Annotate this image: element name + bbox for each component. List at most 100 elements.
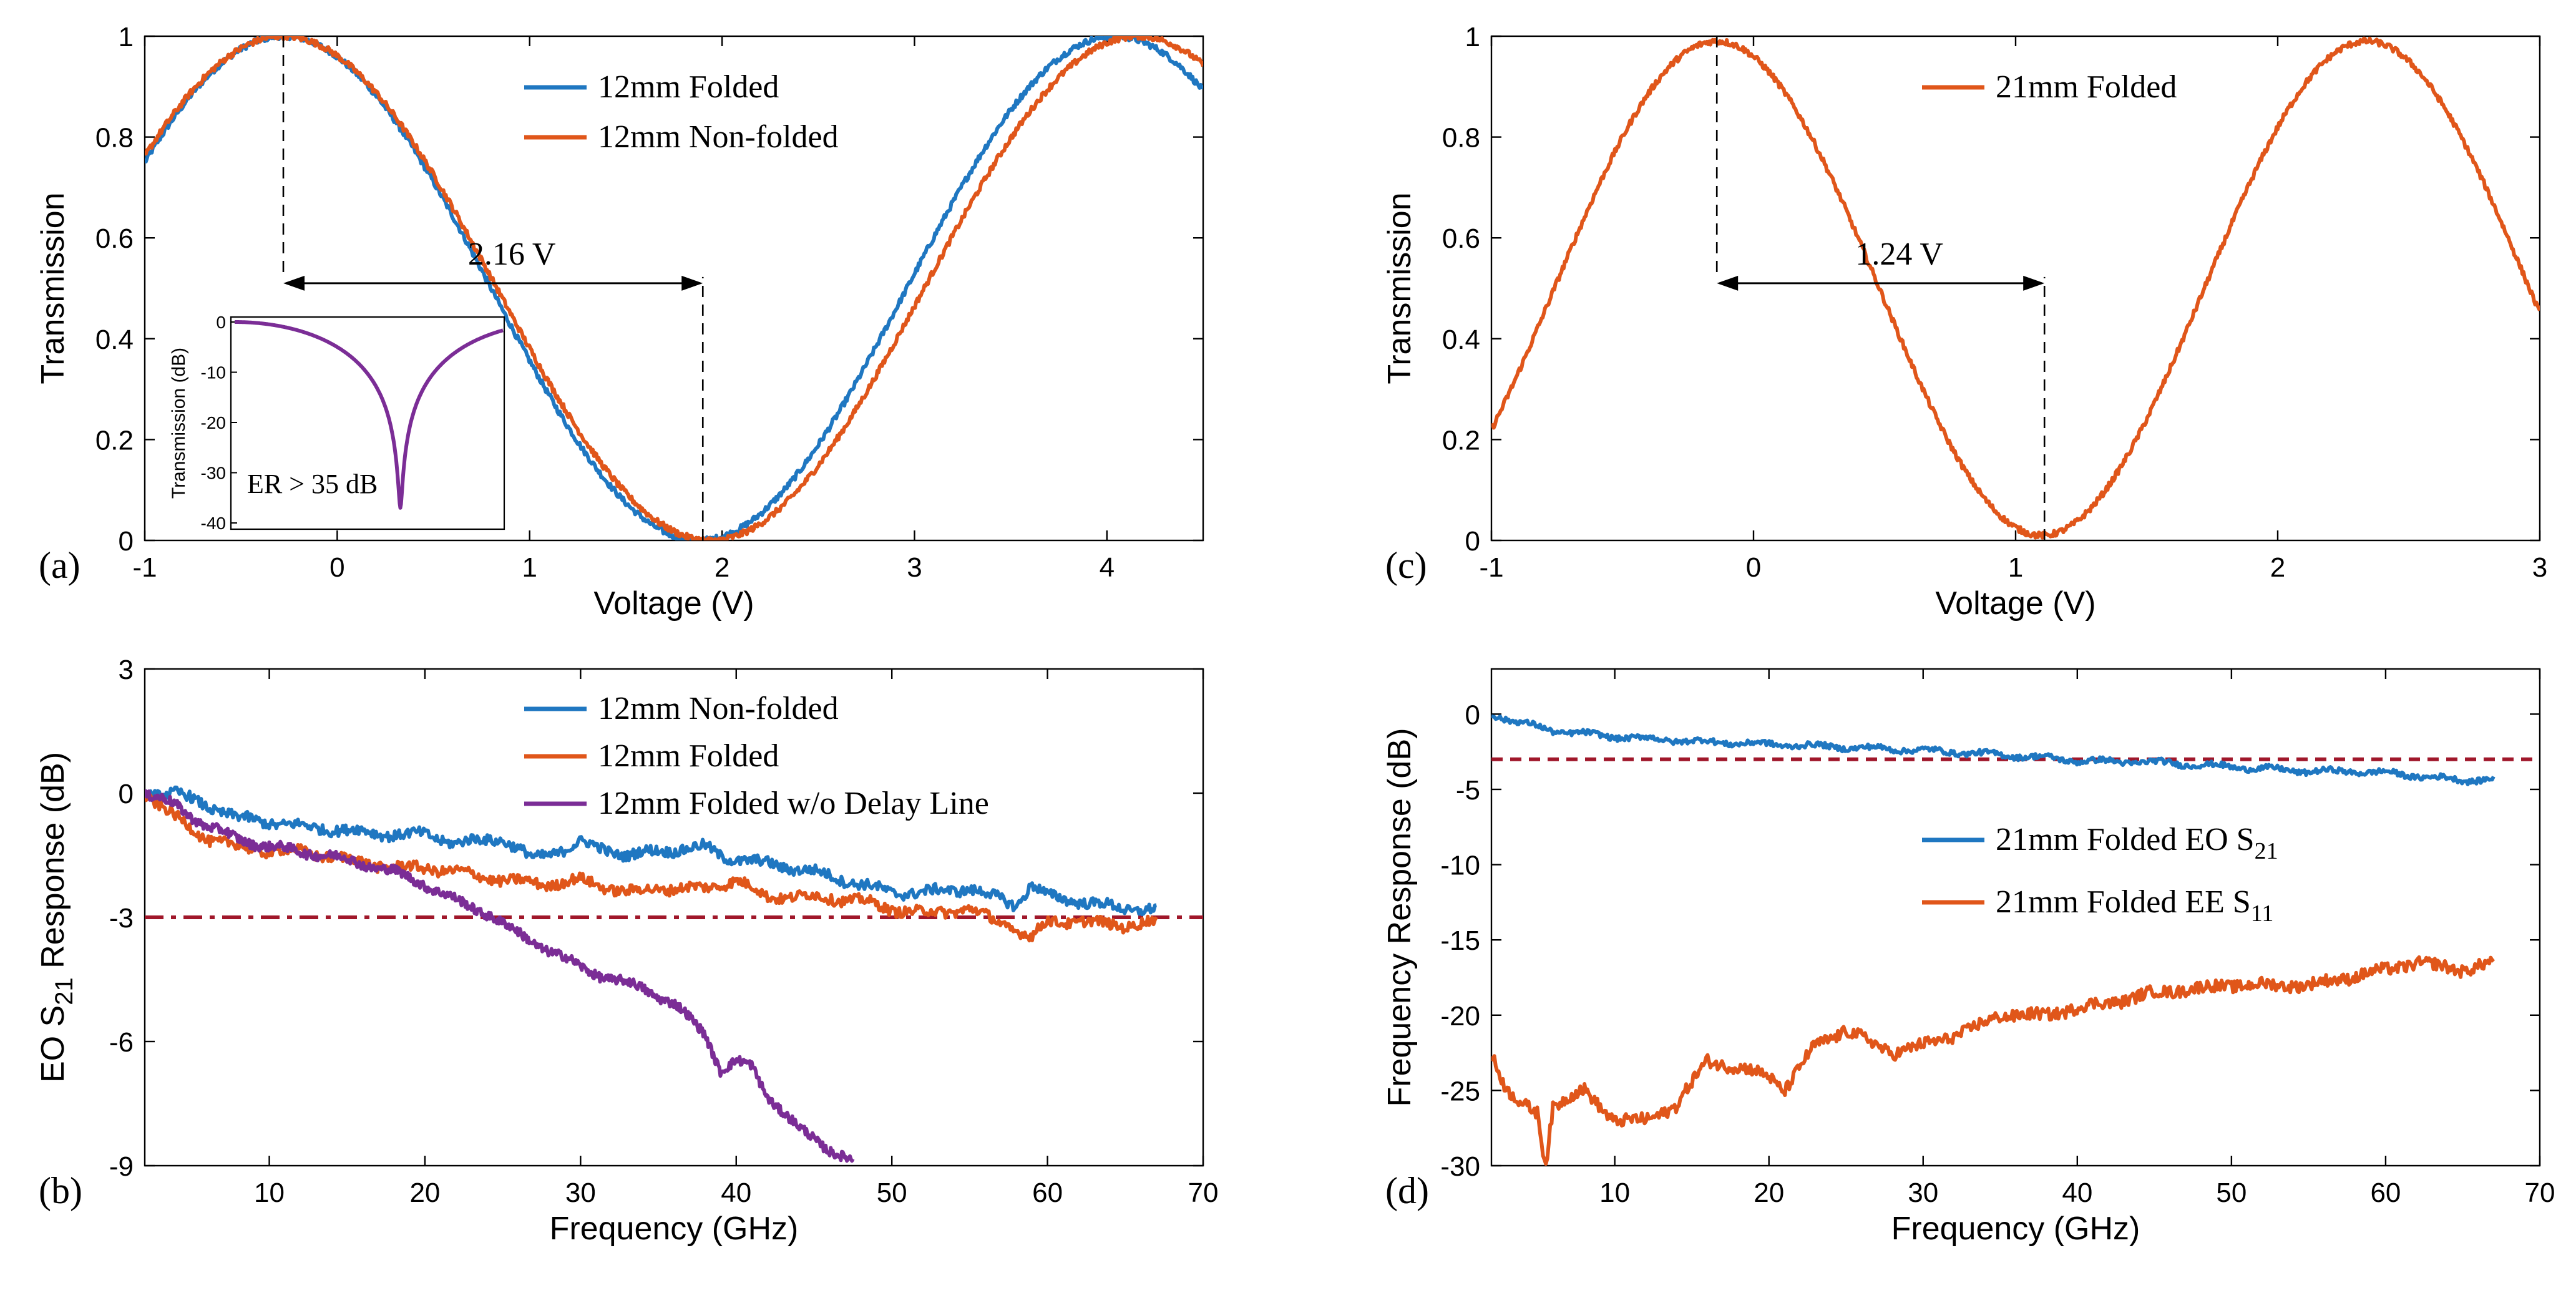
- x-tick-label-b: 60: [1032, 1178, 1063, 1208]
- x-axis-label-a: Voltage (V): [593, 585, 754, 622]
- legend-d-1-label: 21mm Folded EE S11: [1996, 884, 2273, 927]
- x-tick-label-d: 60: [2370, 1178, 2401, 1208]
- y-tick-label-a: 0.4: [95, 324, 134, 355]
- vpi-annotation-c: 1.24 V: [1855, 237, 1943, 272]
- series-line-b-2: [145, 789, 855, 1163]
- series-line-a-1: [145, 36, 1203, 540]
- inset-tick-label: -20: [201, 413, 226, 432]
- x-tick-label-c: 0: [1746, 552, 1761, 583]
- inset: 0 -10 -20 -30 -40 Transmission (dB) ER > 35 dB: [168, 313, 505, 533]
- x-tick-label-a: 2: [715, 552, 729, 583]
- panel-label-b: (b): [39, 1170, 82, 1211]
- y-tick-label-c: 0.6: [1442, 223, 1480, 254]
- plot-frame-c: [1490, 35, 2541, 542]
- legend-d-1-label-main: 21mm Folded EE S: [1996, 884, 2251, 920]
- y-tick-label-c: 0.4: [1442, 324, 1480, 355]
- legend-c-0-label: 21mm Folded: [1996, 69, 2177, 105]
- x-tick-label-c: 2: [2270, 552, 2285, 583]
- y-tick-label-d: -30: [1440, 1151, 1480, 1182]
- series-line-d-1: [1491, 955, 2496, 1166]
- panel-label-c: (c): [1385, 545, 1427, 586]
- x-tick-label-d: 30: [1908, 1178, 1938, 1208]
- panel-label-d: (d): [1385, 1170, 1429, 1211]
- x-axis-label-b: Frequency (GHz): [550, 1211, 799, 1247]
- y-tick-label-d: 0: [1465, 700, 1480, 730]
- legend-a-0-label: 12mm Folded: [598, 69, 779, 105]
- inset-tick-label: -40: [201, 514, 226, 533]
- x-tick-label-b: 10: [254, 1178, 285, 1208]
- x-tick-label-d: 20: [1754, 1178, 1784, 1208]
- y-tick-label-a: 0.2: [95, 425, 134, 456]
- y-tick-label-a: 0: [119, 526, 134, 557]
- y-axis-label-c: Transmission: [1382, 192, 1418, 384]
- vpi-arrowhead-right-a: [681, 275, 703, 291]
- inset-tick-label: 0: [216, 313, 226, 332]
- x-tick-label-d: 50: [2216, 1178, 2247, 1208]
- y-tick-label-d: -10: [1440, 851, 1480, 881]
- plot-frame-a: [144, 35, 1204, 542]
- y-tick-label-b: -3: [109, 903, 134, 934]
- x-tick-label-b: 70: [1188, 1178, 1219, 1208]
- y-axis-label-b-main: EO S: [35, 1005, 71, 1083]
- inset-curve: [233, 320, 504, 510]
- y-axis-label-b: EO S21 Response (dB): [35, 752, 78, 1083]
- axes-d: 10 20 30 40 50 60 70 -30 -25 -20 -15 -10 -5 0 Frequenc…: [1385, 668, 2555, 1247]
- inset-tick-label: -30: [201, 464, 226, 483]
- y-axis-label-d: Frequency Response (dB): [1382, 728, 1418, 1107]
- series-line-c-0: [1491, 36, 2540, 540]
- y-tick-label-a: 1: [119, 22, 134, 52]
- legend-d-1-label-sub: 11: [2251, 900, 2274, 927]
- inset-tick-label: -10: [201, 363, 226, 383]
- x-tick-label-d: 70: [2525, 1178, 2555, 1208]
- y-tick-label-b: -9: [109, 1151, 134, 1182]
- legend-b-2-label: 12mm Folded w/o Delay Line: [598, 786, 989, 821]
- y-tick-label-c: 1: [1465, 22, 1480, 52]
- y-tick-label-d: -25: [1440, 1076, 1480, 1106]
- legend-d-0-label-main: 21mm Folded EO S: [1996, 822, 2255, 857]
- x-tick-label-b: 30: [565, 1178, 596, 1208]
- x-tick-label-a: 0: [329, 552, 344, 583]
- panel-label-a: (a): [39, 545, 80, 586]
- series-line-d-0: [1491, 714, 2496, 786]
- x-tick-label-d: 10: [1599, 1178, 1630, 1208]
- y-tick-label-a: 0.6: [95, 223, 134, 254]
- y-tick-label-c: 0: [1465, 526, 1480, 557]
- series-line-b-0: [145, 785, 1157, 917]
- legend-d-0-label: 21mm Folded EO S21: [1996, 822, 2278, 864]
- legend-d-0-label-sub: 21: [2255, 838, 2278, 864]
- vpi-arrowhead-left-c: [1717, 275, 1739, 291]
- legend-b-0-label: 12mm Non-folded: [598, 691, 839, 726]
- x-tick-label-c: 1: [2008, 552, 2023, 583]
- y-axis-label-a: Transmission: [35, 192, 71, 384]
- x-tick-label-b: 40: [721, 1178, 751, 1208]
- vpi-annotation-a: 2.16 V: [468, 237, 556, 272]
- x-tick-label-c: -1: [1479, 552, 1503, 583]
- plot-frame-d: [1490, 668, 2541, 1167]
- x-tick-label-d: 40: [2062, 1178, 2092, 1208]
- x-tick-label-a: -1: [132, 552, 157, 583]
- y-tick-label-d: -5: [1456, 775, 1480, 806]
- x-axis-label-d: Frequency (GHz): [1891, 1211, 2140, 1247]
- y-axis-label-b-rest: Response (dB): [35, 752, 71, 977]
- y-tick-label-b: 3: [119, 655, 134, 685]
- x-tick-label-a: 1: [522, 552, 537, 583]
- y-tick-label-d: -15: [1440, 925, 1480, 956]
- y-tick-label-c: 0.2: [1442, 425, 1480, 456]
- x-axis-label-c: Voltage (V): [1935, 585, 2095, 622]
- x-tick-label-b: 50: [877, 1178, 907, 1208]
- y-axis-label-b-sub: 21: [51, 977, 78, 1005]
- x-tick-label-b: 20: [409, 1178, 440, 1208]
- vpi-arrowhead-right-c: [2023, 275, 2045, 291]
- y-tick-label-b: 0: [119, 779, 134, 809]
- vpi-arrowhead-left-a: [283, 275, 305, 291]
- legend-b-1-label: 12mm Folded: [598, 738, 779, 774]
- y-tick-label-a: 0.8: [95, 123, 134, 154]
- y-tick-label-b: -6: [109, 1027, 134, 1058]
- x-tick-label-a: 3: [907, 552, 922, 583]
- legend-a-1-label: 12mm Non-folded: [598, 119, 839, 155]
- x-tick-label-a: 4: [1100, 552, 1115, 583]
- x-tick-label-c: 3: [2532, 552, 2547, 583]
